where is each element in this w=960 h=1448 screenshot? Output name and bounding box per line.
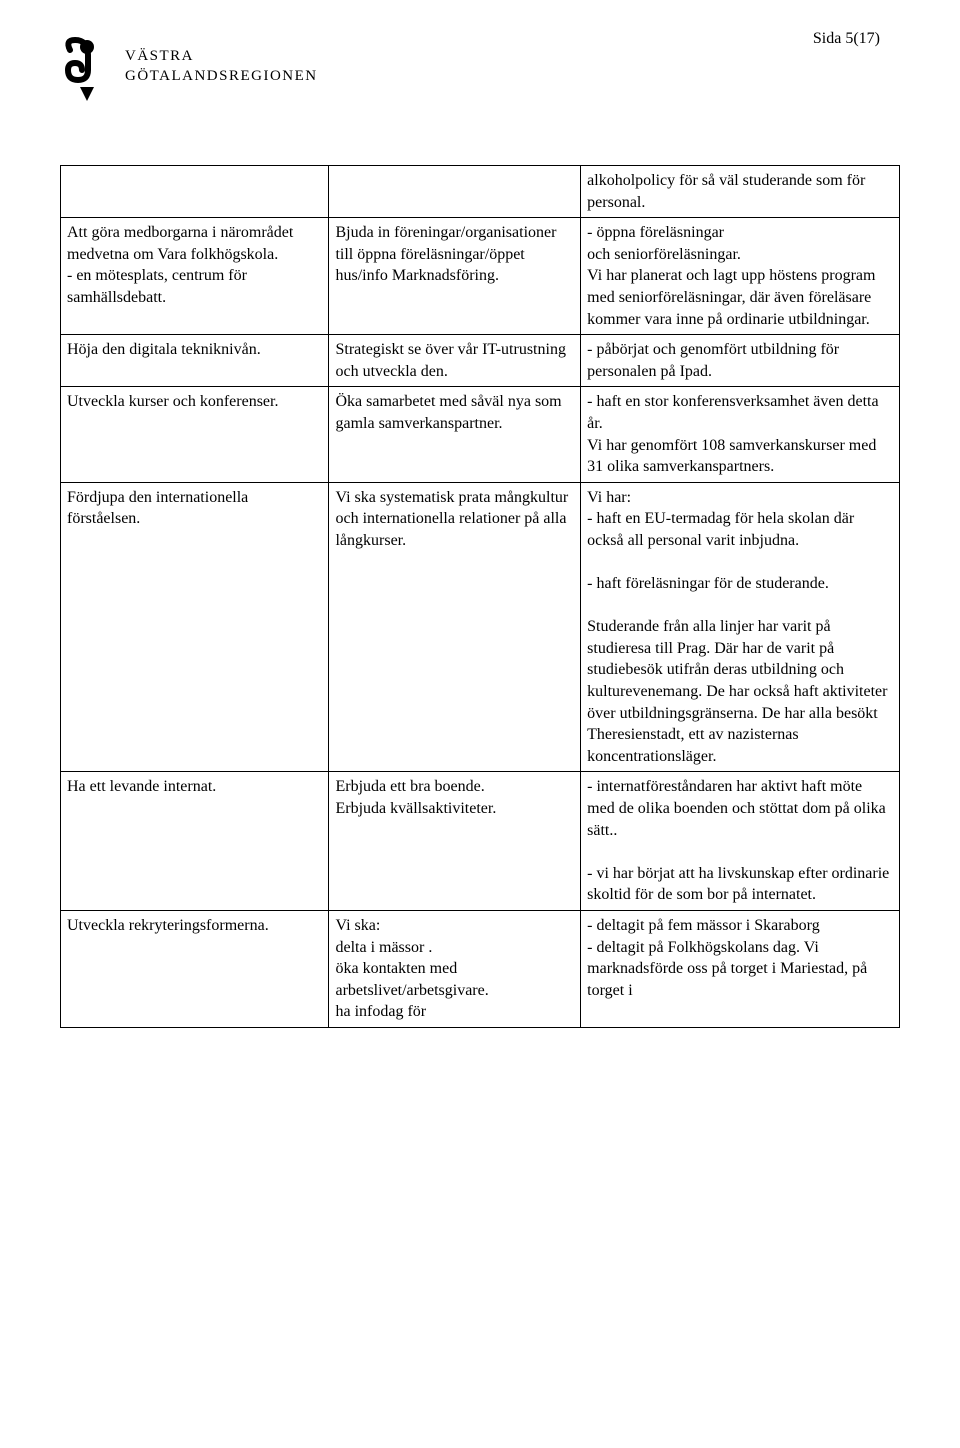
table-cell: Att göra medborgarna i närområdet medvet… — [61, 218, 329, 335]
table-cell: - deltagit på fem mässor i Skaraborg - d… — [581, 911, 900, 1028]
page-number: Sida 5(17) — [813, 30, 880, 48]
table-row: Höja den digitala tekniknivån. Strategis… — [61, 335, 900, 387]
logo-area: VÄSTRA GÖTALANDSREGIONEN — [60, 35, 318, 105]
table-cell: Vi ska systematisk prata mångkultur och … — [329, 482, 581, 772]
table-cell: Erbjuda ett bra boende. Erbjuda kvällsak… — [329, 772, 581, 911]
table-cell: Bjuda in föreningar/organisationer till … — [329, 218, 581, 335]
table-cell: Vi ska: delta i mässor . öka kontakten m… — [329, 911, 581, 1028]
table-cell: alkoholpolicy för så väl studerande som … — [581, 166, 900, 218]
table-cell: Strategiskt se över vår IT-utrustning oc… — [329, 335, 581, 387]
table-cell: Öka samarbetet med såväl nya som gamla s… — [329, 387, 581, 482]
table-cell: - öppna föreläsningar och seniorföreläsn… — [581, 218, 900, 335]
logo-text-line1: VÄSTRA — [125, 47, 318, 67]
table-cell: - haft en stor konferensverksamhet även … — [581, 387, 900, 482]
logo-text-line2: GÖTALANDSREGIONEN — [125, 67, 318, 87]
table-row: alkoholpolicy för så väl studerande som … — [61, 166, 900, 218]
table-row: Att göra medborgarna i närområdet medvet… — [61, 218, 900, 335]
table-row: Utveckla kurser och konferenser. Öka sam… — [61, 387, 900, 482]
content-area: alkoholpolicy för så väl studerande som … — [60, 30, 900, 1028]
table-cell: Vi har: - haft en EU-termadag för hela s… — [581, 482, 900, 772]
page-container: Sida 5(17) VÄSTRA GÖTALANDSREGIONEN alko… — [0, 0, 960, 1448]
table-row: Utveckla rekryteringsformerna. Vi ska: d… — [61, 911, 900, 1028]
table-row: Ha ett levande internat. Erbjuda ett bra… — [61, 772, 900, 911]
table-cell: - påbörjat och genomfört utbildning för … — [581, 335, 900, 387]
table-row: Fördjupa den internationella förståelsen… — [61, 482, 900, 772]
table-cell: Fördjupa den internationella förståelsen… — [61, 482, 329, 772]
table-cell: Höja den digitala tekniknivån. — [61, 335, 329, 387]
table-cell — [61, 166, 329, 218]
table-cell: Ha ett levande internat. — [61, 772, 329, 911]
document-table: alkoholpolicy för så väl studerande som … — [60, 165, 900, 1028]
table-cell: Utveckla rekryteringsformerna. — [61, 911, 329, 1028]
table-cell — [329, 166, 581, 218]
table-cell: Utveckla kurser och konferenser. — [61, 387, 329, 482]
vgr-logo-icon — [60, 35, 115, 105]
logo-text: VÄSTRA GÖTALANDSREGIONEN — [125, 35, 318, 86]
table-cell: - internatföreståndaren har aktivt haft … — [581, 772, 900, 911]
